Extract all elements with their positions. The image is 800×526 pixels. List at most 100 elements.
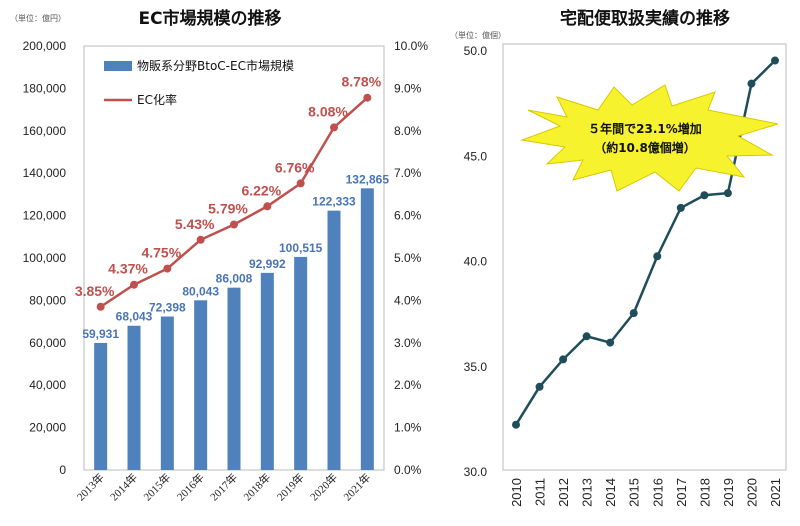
left-x-tick-label: 2019年 [274, 470, 307, 503]
right-axis-tick-label: 2.0% [394, 378, 422, 392]
bar [360, 188, 374, 470]
ec-rate-label: 8.78% [341, 74, 381, 90]
parcel-volume-point [559, 355, 568, 364]
right-x-tick-label: 2020 [744, 478, 759, 507]
right-y-tick-label: 40.0 [464, 255, 488, 269]
left-y-tick-label: 160,000 [23, 124, 67, 138]
right-axis-tick-label: 0.0% [394, 463, 422, 477]
left-x-tick-label: 2021年 [340, 470, 373, 503]
left-legend: 物販系分野BtoC-EC市場規模 EC化率 [104, 58, 294, 107]
parcel-volume-point [771, 56, 779, 65]
right-x-tick-label: 2013 [580, 478, 595, 507]
ec-rate-label: 4.75% [141, 245, 181, 261]
right-x-tick-label: 2015 [627, 478, 642, 507]
right-plot-frame [502, 43, 787, 471]
left-x-tick-label: 2014年 [107, 470, 140, 503]
left-x-tick-label: 2020年 [307, 470, 340, 503]
legend-line-label: EC化率 [137, 92, 177, 107]
ec-rate-label: 3.85% [75, 283, 115, 299]
right-x-tick-label: 2019 [721, 478, 736, 507]
bar [127, 325, 141, 470]
ec-rate-point [96, 302, 105, 311]
bar-value-label: 68,043 [116, 310, 153, 324]
ec-rate-label: 6.22% [241, 182, 281, 198]
bar [327, 210, 341, 470]
ec-rate-label: 6.76% [275, 159, 315, 175]
ec-rate-point [330, 123, 338, 132]
left-y-tick-label: 80,000 [29, 293, 66, 307]
right-chart-title: 宅配便取扱実績の推移 [560, 8, 730, 29]
bar-value-label: 92,992 [249, 257, 286, 271]
bar-value-label: 122,333 [312, 195, 356, 209]
ec-rate-label: 5.79% [208, 201, 248, 217]
parcel-volume-point [653, 252, 662, 261]
ec-rate-point [230, 220, 238, 229]
ec-rate-point [130, 280, 138, 289]
right-x-tick-label: 2017 [674, 478, 689, 507]
parcel-volume-point [582, 332, 591, 341]
bar [194, 300, 208, 470]
left-y-tick-label: 20,000 [29, 421, 66, 435]
legend-bar-swatch [104, 61, 132, 71]
left-y-tick-label: 180,000 [23, 81, 67, 95]
bar-value-label: 86,008 [216, 272, 253, 286]
left-y-tick-label: 120,000 [23, 209, 67, 223]
right-y-tick-label: 45.0 [464, 149, 488, 163]
bar [160, 316, 174, 470]
bar-value-label: 72,398 [149, 301, 186, 315]
left-unit-label: （単位：億円） [10, 13, 66, 23]
parcel-volume-point [700, 191, 709, 200]
growth-callout: ５年間で23.1%増加 （約10.8億個増） [520, 84, 779, 192]
parcel-delivery-chart: 宅配便取扱実績の推移 （単位：億個） 30.035.040.045.050.0 … [450, 8, 787, 507]
bar [227, 287, 241, 470]
right-unit-label: （単位：億個） [450, 30, 506, 40]
bar-value-label: 80,043 [182, 284, 219, 298]
parcel-volume-point [512, 420, 520, 429]
left-x-tick-label: 2017年 [207, 470, 240, 503]
right-axis-tick-label: 6.0% [394, 209, 422, 223]
ec-rate-label: 5.43% [175, 216, 215, 232]
ec-rate-point [296, 179, 305, 188]
left-y-tick-label: 100,000 [23, 251, 67, 265]
left-x-tick-label: 2016年 [174, 470, 207, 503]
ec-rate-point [263, 202, 272, 211]
right-x-tick-label: 2018 [697, 478, 712, 507]
right-y-tick-label: 35.0 [464, 360, 488, 374]
ec-rate-label: 8.08% [308, 103, 348, 119]
left-y-tick-label: 200,000 [23, 39, 67, 53]
parcel-volume-point [723, 189, 732, 198]
right-axis-tick-label: 3.0% [394, 336, 422, 350]
left-y-tick-label: 140,000 [23, 166, 67, 180]
right-axis-tick-label: 5.0% [394, 251, 422, 265]
left-y-tick-label: 60,000 [29, 336, 66, 350]
bar-value-label: 132,865 [346, 172, 390, 186]
parcel-volume-point [676, 203, 685, 212]
right-x-tick-label: 2016 [650, 478, 665, 507]
right-x-tick-label: 2010 [509, 478, 524, 507]
starburst-shape [520, 84, 779, 192]
bar [294, 256, 308, 470]
ec-rate-point [196, 235, 205, 244]
right-axis-tick-label: 7.0% [394, 166, 422, 180]
parcel-volume-point [606, 338, 615, 347]
right-y-tick-label: 30.0 [464, 465, 488, 479]
parcel-volume-point [535, 382, 544, 391]
ec-rate-label: 4.37% [108, 261, 148, 277]
ec-rate-point [163, 264, 172, 273]
right-x-tick-label: 2012 [556, 478, 571, 507]
parcel-volume-point [629, 309, 638, 318]
callout-line-2: （約10.8億個増） [594, 140, 696, 155]
left-x-tick-label: 2015年 [140, 470, 173, 503]
right-axis-tick-label: 8.0% [394, 124, 422, 138]
ec-rate-point [363, 93, 372, 102]
bar [260, 272, 274, 470]
parcel-volume-point [747, 79, 756, 88]
left-chart-title: EC市場規模の推移 [138, 8, 281, 29]
left-x-tick-label: 2013年 [74, 470, 107, 503]
bar [94, 342, 108, 470]
left-y-tick-label: 0 [59, 463, 66, 477]
right-axis-tick-label: 1.0% [394, 421, 422, 435]
legend-bar-label: 物販系分野BtoC-EC市場規模 [137, 58, 294, 73]
left-y-tick-label: 40,000 [29, 378, 66, 392]
